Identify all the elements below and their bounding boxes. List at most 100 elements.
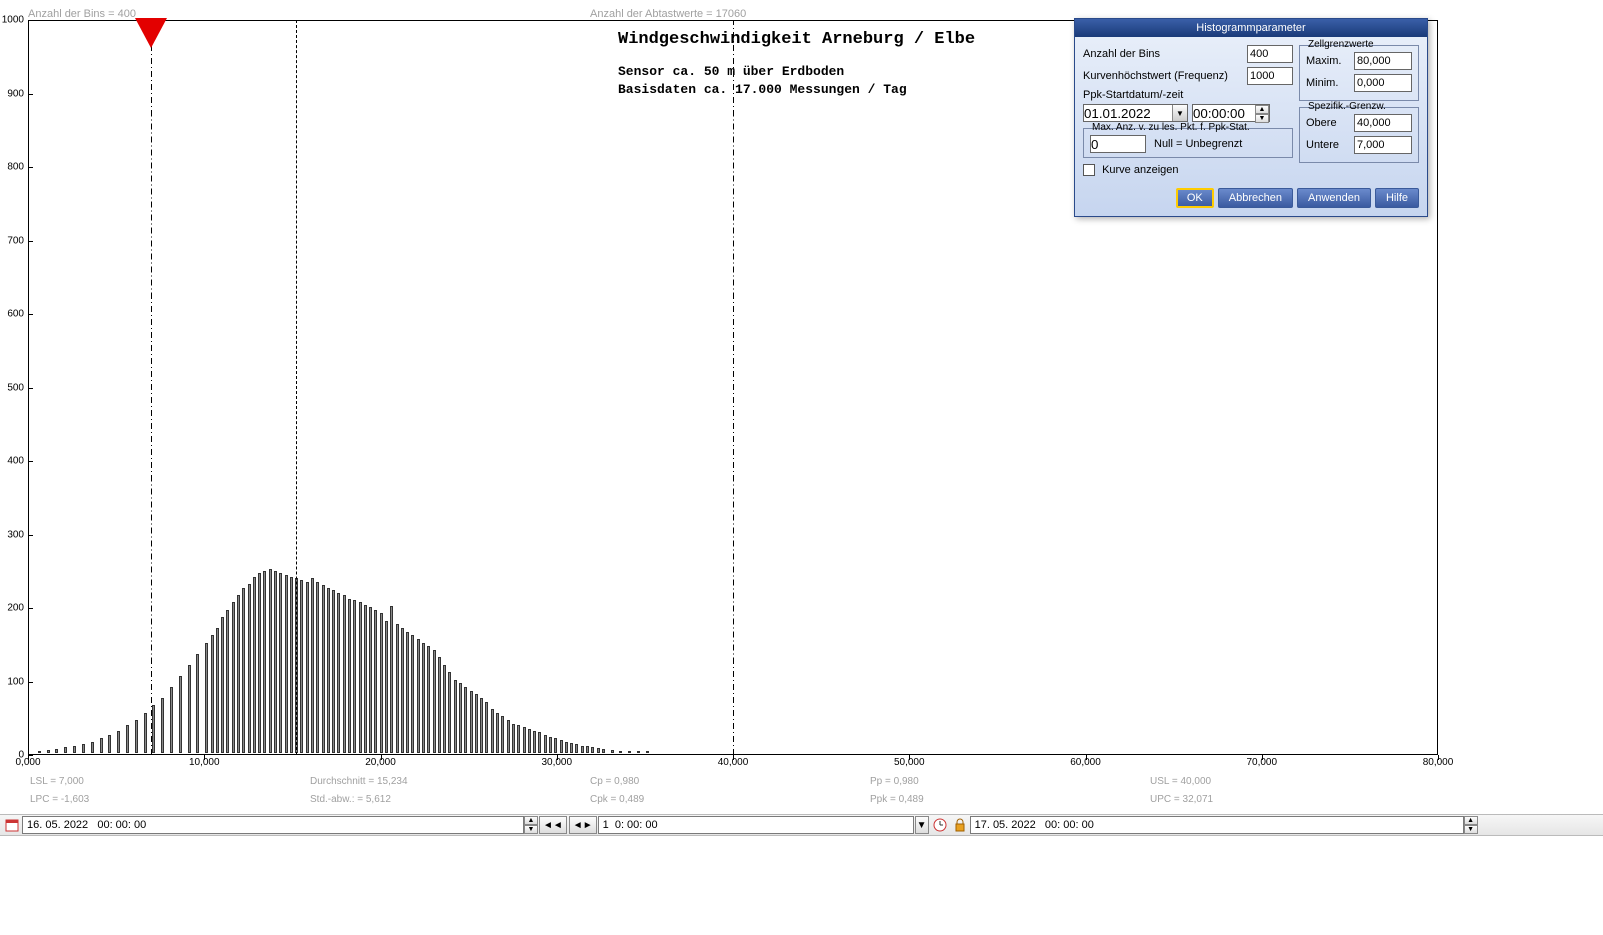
histogram-bar [332, 590, 335, 753]
cancel-button[interactable]: Abbrechen [1218, 188, 1293, 208]
histogram-bar [507, 720, 510, 753]
histogram-bar [523, 727, 526, 753]
reference-line [733, 20, 734, 755]
bins-count-header: Anzahl der Bins = 400 [28, 8, 136, 20]
ppk-date-input[interactable] [1084, 105, 1172, 121]
histogram-bar [242, 588, 245, 753]
histogram-bar [269, 569, 272, 753]
histogram-params-dialog: Histogrammparameter Anzahl der Bins Kurv… [1074, 18, 1428, 217]
histogram-bar [211, 635, 214, 753]
histogram-bar [196, 654, 199, 753]
histogram-bar [327, 588, 330, 753]
histogram-bar [364, 605, 367, 753]
stat-lsl: LSL = 7,000 [30, 776, 84, 787]
histogram-bar [581, 746, 584, 753]
histogram-bar [170, 687, 173, 753]
y-tick-label: 800 [7, 162, 24, 173]
histogram-bar [279, 573, 282, 753]
y-tick-label: 900 [7, 88, 24, 99]
calendar-icon[interactable] [4, 817, 20, 833]
clock-icon[interactable] [932, 817, 948, 833]
cell-min-input[interactable] [1354, 74, 1412, 92]
histogram-bar [126, 725, 129, 753]
date-from-input[interactable] [22, 816, 524, 834]
spec-lower-input[interactable] [1354, 136, 1412, 154]
histogram-bar [628, 751, 631, 753]
histogram-bar [390, 606, 393, 753]
y-tick-label: 1000 [2, 15, 24, 26]
spec-limits-fieldset: Spezifik.-Grenzw. Obere Untere [1299, 107, 1419, 163]
histogram-bar [637, 751, 640, 753]
histogram-bar [565, 742, 568, 753]
ppk-time-input[interactable] [1193, 105, 1255, 121]
histogram-bar [100, 738, 103, 753]
histogram-bar [82, 744, 85, 753]
histogram-bar [427, 646, 430, 753]
histogram-bar [396, 624, 399, 753]
date-from-spinner[interactable]: ▲▼ [524, 816, 538, 834]
stat-pp: Pp = 0,980 [870, 776, 919, 787]
histogram-bar [216, 628, 219, 753]
histogram-bar [512, 724, 515, 753]
histogram-bar [117, 731, 120, 753]
histogram-bar [91, 742, 94, 753]
histogram-bar [470, 691, 473, 753]
histogram-bar [533, 731, 536, 753]
maxpts-legend: Max. Anz. v. zu les. Pkt. f. Ppk-Stat. [1090, 122, 1252, 133]
maxfreq-input[interactable] [1247, 67, 1293, 85]
nav-back-button[interactable]: ◄◄ [539, 816, 567, 834]
bins-input[interactable] [1247, 45, 1293, 63]
histogram-bar [64, 747, 67, 753]
histogram-bar [258, 573, 261, 753]
ppk-date-combo[interactable]: ▼ [1083, 104, 1188, 122]
maxpts-input[interactable] [1090, 135, 1146, 153]
histogram-bar [646, 751, 649, 753]
histogram-bar [343, 595, 346, 753]
show-curve-checkbox[interactable] [1083, 164, 1095, 176]
histogram-bar [161, 698, 164, 753]
histogram-bar [549, 737, 552, 753]
chevron-down-icon[interactable]: ▼ [1172, 105, 1187, 121]
nav-fit-button[interactable]: ◄► [569, 816, 597, 834]
histogram-bar [591, 747, 594, 753]
histogram-bar [152, 705, 155, 753]
spec-upper-input[interactable] [1354, 114, 1412, 132]
maxfreq-label: Kurvenhöchstwert (Frequenz) [1083, 70, 1247, 82]
apply-button[interactable]: Anwenden [1297, 188, 1371, 208]
ppk-time-spinner[interactable]: ▲▼ [1255, 105, 1269, 121]
histogram-bar [263, 571, 266, 753]
histogram-bar [348, 599, 351, 753]
stat-upc: UPC = 32,071 [1150, 794, 1213, 805]
histogram-bar [560, 740, 563, 753]
ppk-time-combo[interactable]: ▲▼ [1192, 104, 1270, 122]
lock-icon[interactable] [952, 817, 968, 833]
histogram-bar [528, 729, 531, 753]
histogram-bar [55, 749, 58, 753]
histogram-bar [544, 735, 547, 753]
range-dropdown-button[interactable]: ▼ [915, 816, 929, 834]
cell-min-label: Minim. [1306, 77, 1354, 89]
y-tick-label: 700 [7, 235, 24, 246]
stat-lpc: LPC = -1,603 [30, 794, 89, 805]
histogram-bar [554, 738, 557, 753]
histogram-bar [179, 676, 182, 753]
range-input[interactable] [598, 816, 914, 834]
y-tick-label: 500 [7, 382, 24, 393]
y-tick-label: 400 [7, 456, 24, 467]
date-to-spinner[interactable]: ▲▼ [1464, 816, 1478, 834]
help-button[interactable]: Hilfe [1375, 188, 1419, 208]
histogram-bar [406, 632, 409, 753]
cell-max-input[interactable] [1354, 52, 1412, 70]
histogram-bar [417, 639, 420, 753]
date-to-input[interactable] [970, 816, 1464, 834]
histogram-bar [538, 732, 541, 753]
stat-stdev: Std.-abw.: = 5,612 [310, 794, 391, 805]
ok-button[interactable]: OK [1176, 188, 1214, 208]
y-axis: 01002003004005006007008009001000 [0, 20, 26, 755]
histogram-bar [221, 617, 224, 753]
stat-ppk: Ppk = 0,489 [870, 794, 924, 805]
histogram-bar [385, 621, 388, 753]
y-tick-label: 100 [7, 676, 24, 687]
histogram-bar [459, 683, 462, 753]
reference-line [296, 20, 297, 755]
